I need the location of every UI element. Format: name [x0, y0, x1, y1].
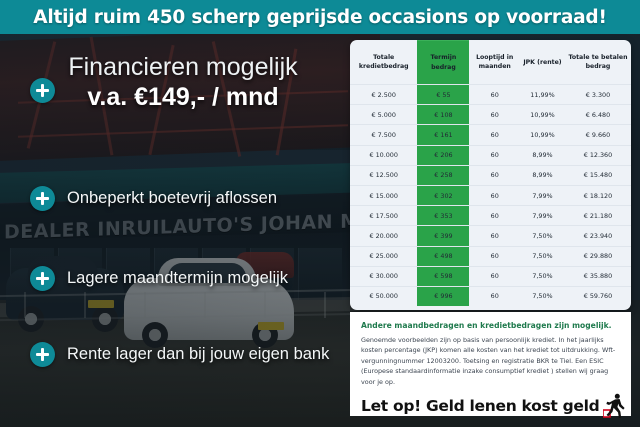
cell-totaal: € 23.940 — [564, 225, 631, 246]
cell-krediet: € 10.000 — [350, 144, 418, 166]
cell-jkp: 11,99% — [520, 83, 565, 105]
column-header-totaal: Totale te betalen bedrag — [568, 53, 628, 71]
cell-totaal: € 29.880 — [564, 245, 631, 267]
plus-icon — [30, 266, 55, 291]
cell-jkp: 7,50% — [520, 265, 565, 287]
table-row: € 12.500 € 258 60 8,99% € 15.480 — [350, 164, 631, 186]
table-row: € 5.000 € 108 60 10,99% € 6.480 — [350, 104, 631, 125]
cell-jkp: 7,99% — [520, 184, 565, 206]
disclaimer-heading: Andere maandbedragen en kredietbedragen … — [361, 321, 612, 330]
column-header-krediet: Totale kredietbedrag — [358, 53, 409, 71]
cell-totaal: € 3.300 — [564, 83, 631, 105]
headline-line-2: v.a. €149,- / mnd — [87, 82, 279, 111]
cell-termijn: € 353 — [417, 205, 470, 226]
cell-termijn: € 206 — [417, 144, 470, 166]
cell-looptijd: 60 — [469, 144, 520, 166]
cell-totaal: € 12.360 — [564, 144, 631, 166]
cell-krediet: € 17.500 — [350, 205, 418, 226]
cell-looptijd: 60 — [469, 164, 520, 186]
cell-looptijd: 60 — [469, 205, 520, 226]
cell-looptijd: 60 — [469, 225, 520, 246]
headline-block: Financieren mogelijk v.a. €149,- / mnd — [28, 53, 338, 113]
cell-looptijd: 60 — [469, 184, 520, 206]
cell-jkp: 8,99% — [520, 144, 565, 166]
table-row: € 15.000 € 302 60 7,99% € 18.120 — [350, 184, 631, 206]
cell-totaal: € 18.120 — [564, 184, 631, 206]
cell-jkp: 7,99% — [520, 205, 565, 226]
table-row: € 50.000 € 996 60 7,50% € 59.760 — [350, 285, 631, 307]
cell-jkp: 8,99% — [520, 164, 565, 186]
cell-looptijd: 60 — [469, 265, 520, 287]
column-header-looptijd: Looptijd in maanden — [476, 53, 514, 71]
plus-icon — [30, 78, 55, 103]
bullet-item-lagere-maandtermijn: Lagere maandtermijn mogelijk — [30, 266, 350, 291]
headline-line-1: Financieren mogelijk — [68, 53, 298, 81]
rate-table-body: € 2.500 € 55 60 11,99% € 3.300 € 5.000 €… — [350, 83, 631, 307]
cell-termijn: € 598 — [417, 265, 470, 287]
top-banner-text: Altijd ruim 450 scherp geprijsde occasio… — [33, 6, 607, 28]
afm-running-man-icon — [603, 393, 626, 418]
cell-krediet: € 30.000 — [350, 265, 418, 287]
cell-looptijd: 60 — [469, 104, 520, 125]
credit-warning-row: Let op! Geld lenen kost geld — [361, 393, 626, 419]
cell-krediet: € 5.000 — [350, 104, 418, 125]
table-row: € 25.000 € 498 60 7,50% € 29.880 — [350, 245, 631, 267]
cell-looptijd: 60 — [469, 124, 520, 146]
table-row: € 17.500 € 353 60 7,99% € 21.180 — [350, 205, 631, 226]
cell-looptijd: 60 — [469, 83, 520, 105]
disclaimer-panel: Andere maandbedragen en kredietbedragen … — [350, 312, 631, 419]
table-row: € 7.500 € 161 60 10,99% € 9.660 — [350, 124, 631, 146]
cell-termijn: € 161 — [417, 124, 470, 146]
cell-jkp: 7,50% — [520, 225, 565, 246]
bullet-label: Lagere maandtermijn mogelijk — [67, 269, 289, 287]
disclaimer-text: Genoemde voorbeelden zijn op basis van p… — [361, 336, 616, 386]
plus-icon — [30, 342, 55, 367]
column-header-termijn: Termijn bedrag — [417, 40, 470, 85]
cell-termijn: € 108 — [417, 104, 470, 125]
cell-looptijd: 60 — [469, 285, 520, 307]
cell-termijn: € 302 — [417, 184, 470, 206]
table-row: € 10.000 € 206 60 8,99% € 12.360 — [350, 144, 631, 166]
cell-krediet: € 20.000 — [350, 225, 418, 246]
left-content-panel: Financieren mogelijk v.a. €149,- / mnd O… — [0, 34, 348, 427]
cell-termijn: € 996 — [417, 285, 470, 307]
table-row: € 30.000 € 598 60 7,50% € 35.880 — [350, 265, 631, 287]
plus-icon — [30, 186, 55, 211]
table-row: € 20.000 € 399 60 7,50% € 23.940 — [350, 225, 631, 246]
cell-totaal: € 59.760 — [564, 285, 631, 307]
top-banner: Altijd ruim 450 scherp geprijsde occasio… — [0, 0, 640, 34]
cell-termijn: € 55 — [417, 83, 470, 105]
cell-jkp: 7,50% — [520, 245, 565, 267]
cell-krediet: € 25.000 — [350, 245, 418, 267]
cell-totaal: € 9.660 — [564, 124, 631, 146]
table-row: € 2.500 € 55 60 11,99% € 3.300 — [350, 83, 631, 105]
cell-termijn: € 498 — [417, 245, 470, 267]
credit-warning-text: Let op! Geld lenen kost geld — [361, 396, 600, 415]
cell-krediet: € 15.000 — [350, 184, 418, 206]
cell-totaal: € 35.880 — [564, 265, 631, 287]
cell-jkp: 7,50% — [520, 285, 565, 307]
cell-krediet: € 12.500 — [350, 164, 418, 186]
cell-looptijd: 60 — [469, 245, 520, 267]
cell-jkp: 10,99% — [520, 124, 565, 146]
cell-krediet: € 2.500 — [350, 83, 418, 105]
cell-jkp: 10,99% — [520, 104, 565, 125]
table-header-row: Totale kredietbedrag Termijn bedrag Loop… — [350, 40, 631, 85]
rate-table-card: Totale kredietbedrag Termijn bedrag Loop… — [350, 40, 631, 310]
bullet-label: Rente lager dan bij jouw eigen bank — [67, 345, 330, 363]
bullet-label: Onbeperkt boetevrij aflossen — [67, 189, 278, 207]
cell-totaal: € 21.180 — [564, 205, 631, 226]
rate-table: Totale kredietbedrag Termijn bedrag Loop… — [350, 40, 631, 307]
cell-termijn: € 399 — [417, 225, 470, 246]
bullet-item-rente-lager: Rente lager dan bij jouw eigen bank — [30, 342, 350, 367]
cell-krediet: € 7.500 — [350, 124, 418, 146]
bullet-item-onbeperkt-aflossen: Onbeperkt boetevrij aflossen — [30, 186, 350, 211]
cell-totaal: € 6.480 — [564, 104, 631, 125]
cell-krediet: € 50.000 — [350, 285, 418, 307]
column-header-jkp: JPK (rente) — [523, 58, 562, 66]
cell-totaal: € 15.480 — [564, 164, 631, 186]
cell-termijn: € 258 — [417, 164, 470, 186]
